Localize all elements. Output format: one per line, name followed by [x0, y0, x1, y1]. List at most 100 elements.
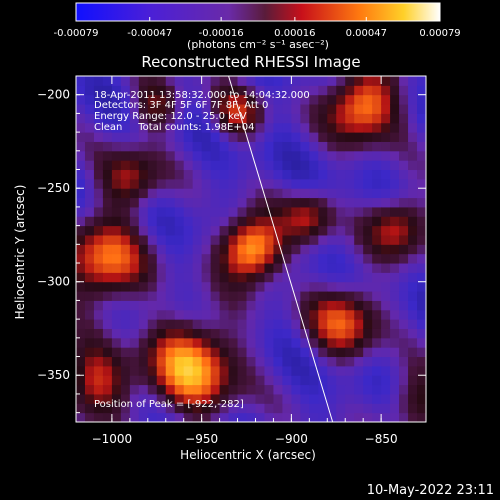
- heatmap-cell: [282, 347, 292, 358]
- heatmap-cell: [156, 263, 167, 273]
- heatmap-cell: [84, 216, 95, 227]
- heatmap-cell: [300, 141, 310, 152]
- heatmap-cell: [363, 337, 373, 348]
- heatmap-cell: [363, 244, 373, 255]
- heatmap-cell: [264, 76, 274, 86]
- heatmap-cell: [381, 337, 391, 348]
- heatmap-cell: [111, 188, 122, 199]
- heatmap-cell: [183, 169, 194, 180]
- heatmap-cell: [183, 328, 194, 339]
- heatmap-cell: [417, 178, 426, 189]
- heatmap-cell: [282, 356, 292, 367]
- heatmap-cell: [255, 412, 265, 422]
- heatmap-cell: [300, 94, 310, 105]
- heatmap-cell: [309, 319, 319, 329]
- heatmap-cell: [237, 216, 248, 227]
- heatmap-cell: [345, 291, 355, 301]
- heatmap-cell: [246, 150, 256, 161]
- heatmap-cell: [309, 132, 319, 142]
- heatmap-cell: [390, 281, 400, 292]
- heatmap-cell: [210, 122, 221, 133]
- heatmap-cell: [201, 132, 212, 142]
- heatmap-cell: [273, 169, 283, 180]
- heatmap-cell: [291, 160, 301, 171]
- heatmap-cell: [291, 178, 301, 189]
- heatmap-cell: [390, 319, 400, 329]
- heatmap-cell: [273, 122, 283, 133]
- heatmap-cell: [201, 113, 212, 124]
- heatmap-cell: [345, 160, 355, 171]
- heatmap-cell: [399, 412, 409, 422]
- heatmap-cell: [174, 347, 185, 358]
- heatmap-cell: [165, 113, 176, 124]
- heatmap-cell: [327, 272, 337, 283]
- heatmap-cell: [237, 113, 248, 124]
- heatmap-cell: [138, 206, 149, 217]
- heatmap-cell: [372, 337, 382, 348]
- heatmap-cell: [192, 300, 203, 311]
- heatmap-cell: [354, 85, 364, 96]
- heatmap-cell: [111, 319, 122, 329]
- heatmap-cell: [255, 300, 265, 311]
- heatmap-cell: [255, 253, 265, 264]
- heatmap-cell: [102, 328, 113, 339]
- heatmap-cell: [318, 263, 328, 273]
- heatmap-cell: [93, 216, 104, 227]
- heatmap-cell: [381, 393, 391, 404]
- heatmap-cell: [300, 281, 310, 292]
- heatmap-cell: [327, 309, 337, 320]
- heatmap-cell: [390, 412, 400, 422]
- colorbar-tick-label: -0.00016: [199, 28, 244, 39]
- heatmap-cell: [381, 76, 391, 86]
- heatmap-cell: [84, 234, 95, 245]
- heatmap-cell: [282, 263, 292, 273]
- heatmap-cell: [327, 393, 337, 404]
- heatmap-cell: [156, 244, 167, 255]
- heatmap-cell: [201, 384, 212, 395]
- heatmap-cell: [165, 150, 176, 161]
- heatmap-cell: [111, 160, 122, 171]
- heatmap-cell: [156, 375, 167, 386]
- heatmap-cell: [147, 393, 158, 404]
- heatmap-cell: [345, 150, 355, 161]
- heatmap-cell: [273, 225, 283, 236]
- heatmap-cell: [228, 113, 239, 124]
- heatmap-cell: [76, 160, 86, 171]
- heatmap-cell: [408, 169, 418, 180]
- heatmap-cell: [327, 113, 337, 124]
- heatmap-cell: [237, 225, 248, 236]
- heatmap-cell: [138, 281, 149, 292]
- heatmap-cell: [372, 328, 382, 339]
- heatmap-cell: [147, 216, 158, 227]
- x-tick-label: −950: [185, 432, 218, 446]
- heatmap-cell: [129, 234, 140, 245]
- heatmap-cell: [111, 234, 122, 245]
- heatmap-cell: [84, 113, 95, 124]
- heatmap-cell: [192, 412, 203, 422]
- heatmap-cell: [93, 234, 104, 245]
- plot-frame: [75, 75, 427, 423]
- heatmap-cell: [291, 272, 301, 283]
- heatmap-cell: [372, 356, 382, 367]
- heatmap-cell: [408, 263, 418, 273]
- heatmap-cell: [291, 122, 301, 133]
- heatmap-cell: [147, 122, 158, 133]
- heatmap-cell: [165, 337, 176, 348]
- heatmap-cell: [390, 104, 400, 114]
- heatmap-cell: [138, 150, 149, 161]
- heatmap-cell: [219, 412, 230, 422]
- heatmap-cell: [246, 244, 256, 255]
- heatmap-cell: [93, 169, 104, 180]
- heatmap-cell: [327, 141, 337, 152]
- heatmap-cell: [138, 234, 149, 245]
- heatmap-cell: [363, 150, 373, 161]
- heatmap-cell: [174, 160, 185, 171]
- heatmap-cell: [408, 225, 418, 236]
- heatmap-cell: [219, 253, 230, 264]
- heatmap-cell: [120, 356, 131, 367]
- heatmap-cell: [93, 94, 104, 105]
- heatmap-cell: [111, 337, 122, 348]
- heatmap-cell: [363, 141, 373, 152]
- heatmap-cell: [93, 375, 104, 386]
- heatmap-cell: [120, 150, 131, 161]
